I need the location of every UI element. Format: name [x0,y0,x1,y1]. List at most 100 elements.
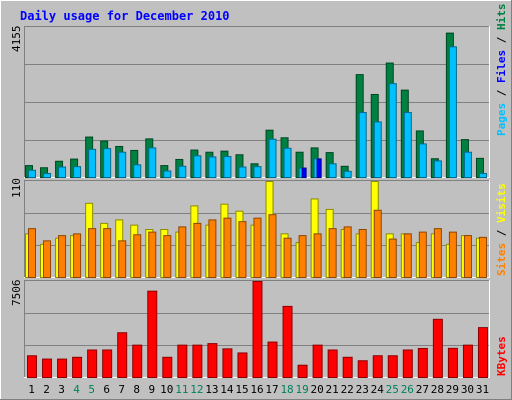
day-axis-labels: 1 2 3 4 5 6 7 8 9 10 11 12 13 14 15 16 17 18 19 20 21 22 23 24 2… [28,383,489,396]
files-bar [193,155,202,179]
sites-bar [28,228,36,278]
day-label: 23 [356,383,369,396]
day-label: 3 [58,383,65,396]
kbytes-bar [87,349,98,378]
kbytes-bar [372,355,383,378]
files-label: Files [495,50,508,83]
files-bar [58,166,67,178]
files-bar [253,166,262,179]
day-label: 16 [250,383,263,396]
sites-bar [118,240,127,279]
sites-bar [463,235,472,278]
kbytes-bar [252,281,263,378]
kbytes-bar [132,344,143,378]
kbytes-bar [162,356,173,379]
day-label: 18 [280,383,293,396]
day-label: 17 [265,383,278,396]
kbytes-bar [267,341,278,379]
files-bar [28,169,36,179]
files-bar [223,156,232,178]
kbytes-bar [72,356,83,379]
sites-bar [313,233,322,278]
pages-files-separator: / [495,83,508,103]
day-label: 11 [175,383,188,396]
sites-bar [88,228,97,278]
kbytes-bar [417,347,428,378]
kbytes-bar [147,290,158,378]
kbytes-bar [117,332,128,378]
day-label: 5 [88,383,95,396]
sites-bar [253,217,262,278]
day-label: 31 [476,383,489,396]
sites-ymax-label: 110 [10,178,23,198]
day-label: 28 [431,383,444,396]
sites-bar [43,240,52,279]
kbytes-bar [462,344,473,378]
day-label: 26 [401,383,414,396]
kbytes-bar [327,349,338,378]
files-bar [133,164,142,179]
files-bar [163,170,172,178]
day-label: 1 [28,383,35,396]
files-bar [283,147,292,178]
sites-bar [148,231,157,278]
day-label: 22 [341,383,354,396]
kbytes-panel [24,280,490,379]
sites-bar [403,233,412,278]
day-label: 13 [205,383,218,396]
day-label: 7 [118,383,125,396]
day-label: 24 [371,383,385,396]
files-hits-separator: / [495,30,508,50]
files-bar [118,151,127,179]
day-label: 29 [446,383,459,396]
files-bar [358,112,367,178]
files-bar [433,160,442,179]
hits-files-pages-panel [24,26,490,179]
sites-bar [478,236,487,278]
kbytes-bar [207,343,218,379]
pages-bar [301,167,307,179]
pages-label: Pages [495,103,508,136]
sites-visits-panel [24,180,490,279]
kbytes-bar [57,358,68,378]
chart-title: Daily usage for December 2010 [20,9,230,23]
kbytes-bar [357,360,368,378]
day-label: 2 [43,383,50,396]
kbytes-bar [297,364,308,379]
kbytes-bar [222,348,233,379]
kbytes-axis-label: KBytes [495,336,508,376]
sites-bar [298,235,307,278]
sites-bar [73,233,82,278]
files-bar [373,121,382,179]
files-bar [148,147,157,178]
files-bar [238,166,247,178]
sites-bar [238,221,247,279]
day-label: 14 [220,383,234,396]
files-bar [478,173,487,179]
sites-bar [328,228,337,278]
files-bar [328,163,337,178]
files-bar [103,148,112,179]
sites-bar [373,209,382,278]
day-label: 8 [133,383,140,396]
sites-visits-separator: / [495,223,508,243]
day-label: 15 [235,383,248,396]
pages-bar [316,158,322,179]
files-bar [418,143,427,179]
kbytes-bar [342,356,353,379]
files-bar [343,170,352,178]
files-bar [388,83,397,178]
sites-bar [283,237,292,279]
hits-axis-label: Pages / Files / Hits [495,4,508,137]
day-label: 9 [148,383,155,396]
kbytes-bar [477,327,488,378]
files-bar [73,166,82,179]
kbytes-bar [387,355,398,378]
files-bar [88,148,97,178]
files-bar [448,46,457,178]
day-label: 6 [103,383,110,396]
kbytes-ymax-label: 7506 [10,280,23,307]
kbytes-bar [447,347,458,378]
visits-label: Visits [495,183,508,223]
